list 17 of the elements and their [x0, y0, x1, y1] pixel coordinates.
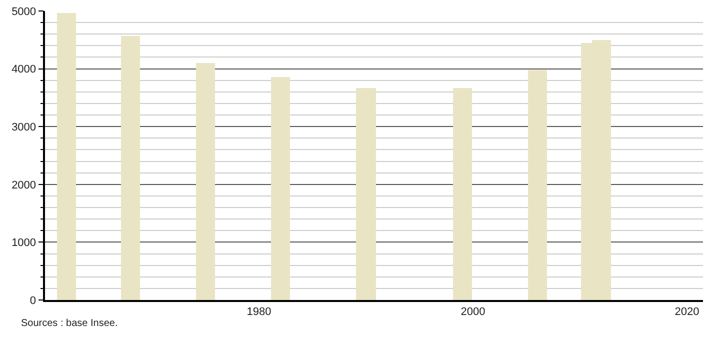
bar	[271, 77, 290, 300]
bar	[356, 88, 376, 300]
x-tick-label: 2020	[674, 306, 700, 318]
bar	[528, 70, 547, 300]
bar	[121, 36, 140, 300]
bar	[57, 13, 76, 300]
y-tick-label: 2000	[12, 179, 36, 192]
source-note: Sources : base Insee.	[21, 318, 118, 329]
y-tick-label: 0	[30, 294, 36, 307]
bar	[196, 63, 215, 300]
x-tick-label: 2000	[460, 306, 486, 318]
x-tick-label: 1980	[246, 306, 272, 318]
y-tick-label: 1000	[12, 237, 36, 250]
y-tick-label: 4000	[12, 64, 36, 76]
y-tick-label: 3000	[12, 121, 36, 134]
bar	[453, 88, 472, 300]
y-tick-label: 5000	[12, 6, 36, 18]
